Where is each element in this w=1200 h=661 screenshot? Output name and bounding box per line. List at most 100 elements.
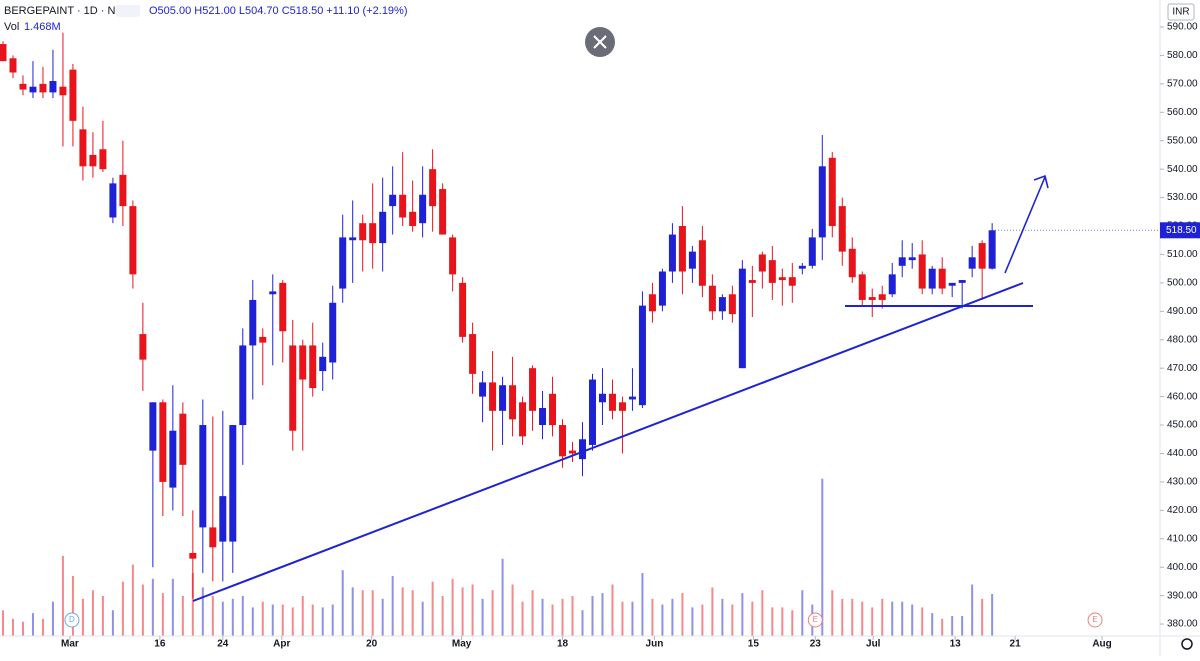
currency-box[interactable]: [1167, 3, 1195, 21]
volume-bar: [1, 610, 4, 636]
x-tick-label: 16: [154, 639, 166, 650]
candle-body: [608, 393, 616, 411]
candle-body: [159, 402, 167, 482]
candle-body: [908, 257, 916, 261]
volume-bar: [291, 607, 294, 636]
candle-body: [618, 402, 626, 411]
candle-body: [379, 211, 387, 244]
volume-bar: [341, 570, 344, 636]
candle-body: [19, 83, 27, 90]
candle-body: [289, 345, 297, 431]
volume-bar: [451, 578, 454, 636]
volume-bar: [51, 601, 54, 636]
candle-body: [459, 282, 467, 337]
candle-body: [129, 206, 137, 275]
volume-bar: [971, 584, 974, 636]
volume-bar: [601, 593, 604, 636]
volume-layer: [1, 478, 994, 636]
event-label: E: [1092, 615, 1097, 624]
candle-body: [688, 251, 696, 269]
candle-body: [968, 257, 976, 269]
volume-bar: [751, 601, 754, 636]
settings[interactable]: [1181, 638, 1193, 650]
volume-bar: [161, 593, 164, 636]
volume-bar: [391, 575, 394, 636]
volume-bar: [31, 613, 34, 636]
candle-body: [259, 336, 267, 343]
candle-body: [638, 305, 646, 406]
y-tick-label: 590.00: [1167, 22, 1198, 33]
candle-body: [439, 189, 447, 235]
y-tick-label: 580.00: [1167, 50, 1198, 61]
candle-body: [788, 277, 796, 286]
settings-icon[interactable]: [1181, 638, 1193, 650]
candle-body: [229, 425, 237, 542]
volume-label: Vol: [4, 21, 19, 33]
candle-body: [489, 382, 497, 411]
volume-bar: [361, 590, 364, 636]
event-label: E: [813, 615, 818, 624]
candle-body: [698, 240, 706, 286]
candle-body: [269, 291, 277, 295]
volume-bar: [81, 598, 84, 636]
candle-body: [868, 297, 876, 300]
x-tick-label: 24: [217, 639, 229, 650]
volume-bar: [281, 604, 284, 636]
candle-body: [449, 237, 457, 275]
candle-body: [818, 166, 826, 238]
candle-body: [0, 44, 7, 62]
candle-body: [59, 86, 67, 96]
volume-bar: [41, 618, 44, 636]
volume-bar: [761, 590, 764, 636]
last-price-label: 518.50: [1166, 225, 1197, 236]
volume-bar: [261, 601, 264, 636]
candle-layer: [0, 32, 996, 599]
volume-bar: [251, 607, 254, 636]
volume-bar: [951, 615, 954, 636]
candle-body: [888, 274, 896, 295]
candle-body: [89, 154, 97, 167]
y-tick-label: 390.00: [1167, 590, 1198, 601]
volume-bar: [631, 601, 634, 636]
candle-body: [549, 393, 557, 426]
volume-bar: [311, 604, 314, 636]
candle-body: [529, 368, 537, 411]
candle-body: [349, 237, 357, 241]
candle-body: [419, 194, 427, 224]
volume-bar: [911, 604, 914, 636]
candle-body: [878, 294, 886, 300]
candle-body: [249, 299, 257, 346]
x-tick-label: Jul: [866, 639, 881, 650]
y-tick-label: 420.00: [1167, 505, 1198, 516]
y-tick-label: 400.00: [1167, 562, 1198, 573]
volume-bar: [211, 595, 214, 636]
volume-bar: [541, 598, 544, 636]
candle-body: [768, 260, 776, 283]
volume-bar: [381, 598, 384, 636]
candle-body: [958, 280, 966, 283]
candle-body: [758, 254, 766, 272]
candle-body: [109, 183, 117, 218]
volume-bar: [151, 578, 154, 636]
volume-bar: [641, 573, 644, 636]
candle-body: [339, 237, 347, 289]
candle-body: [559, 425, 567, 457]
y-tick-label: 530.00: [1167, 192, 1198, 203]
volume-bar: [441, 595, 444, 636]
volume-bar: [351, 587, 354, 636]
candle-body: [708, 285, 716, 312]
volume-bar: [71, 575, 74, 636]
volume-bar: [801, 590, 804, 636]
volume-bar: [551, 604, 554, 636]
volume-bar: [431, 581, 434, 636]
close-button[interactable]: [585, 27, 615, 57]
volume-bar: [931, 613, 934, 636]
y-tick-label: 550.00: [1167, 135, 1198, 146]
candle-body: [509, 385, 517, 420]
volume-bar: [191, 573, 194, 636]
candle-body: [938, 268, 946, 289]
compare-button[interactable]: [116, 5, 140, 17]
candle-body: [319, 356, 327, 372]
volume-bar: [701, 604, 704, 636]
candle-body: [658, 271, 666, 306]
